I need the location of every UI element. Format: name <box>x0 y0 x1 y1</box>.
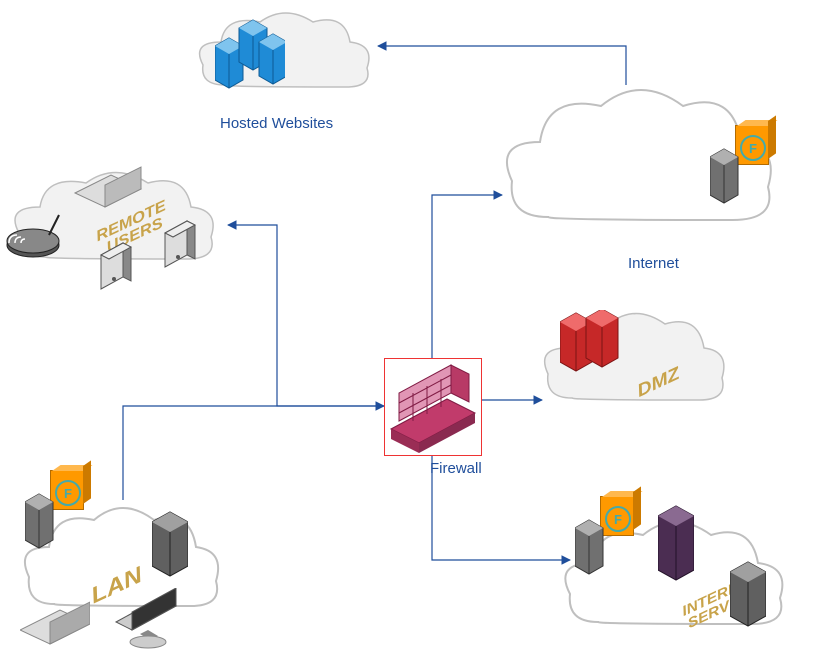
lan-node: LAN F <box>20 470 225 650</box>
internet-label: Internet <box>628 255 679 272</box>
internet-node: F <box>500 85 780 255</box>
internal-scanner-icon: F <box>600 496 634 536</box>
firewall-label: Firewall <box>430 460 482 477</box>
hosted-websites-node <box>195 10 375 120</box>
dmz-node: DMZ <box>540 310 730 420</box>
firewall-node <box>384 358 482 456</box>
edge-firewall-remote_users <box>228 225 384 406</box>
edge-firewall-internet <box>432 195 502 358</box>
internal-servers-node: INTERNAL SERVERS F <box>560 490 810 660</box>
lan-scanner-icon: F <box>50 470 84 510</box>
internet-scanner-icon: F <box>735 125 769 165</box>
diagram-stage: Hosted Websites REMOTE USERS F Inter <box>0 0 816 665</box>
remote-users-node: REMOTE USERS <box>10 155 220 295</box>
edge-internet-hosted_websites <box>378 46 626 85</box>
hosted-websites-label: Hosted Websites <box>220 115 333 132</box>
